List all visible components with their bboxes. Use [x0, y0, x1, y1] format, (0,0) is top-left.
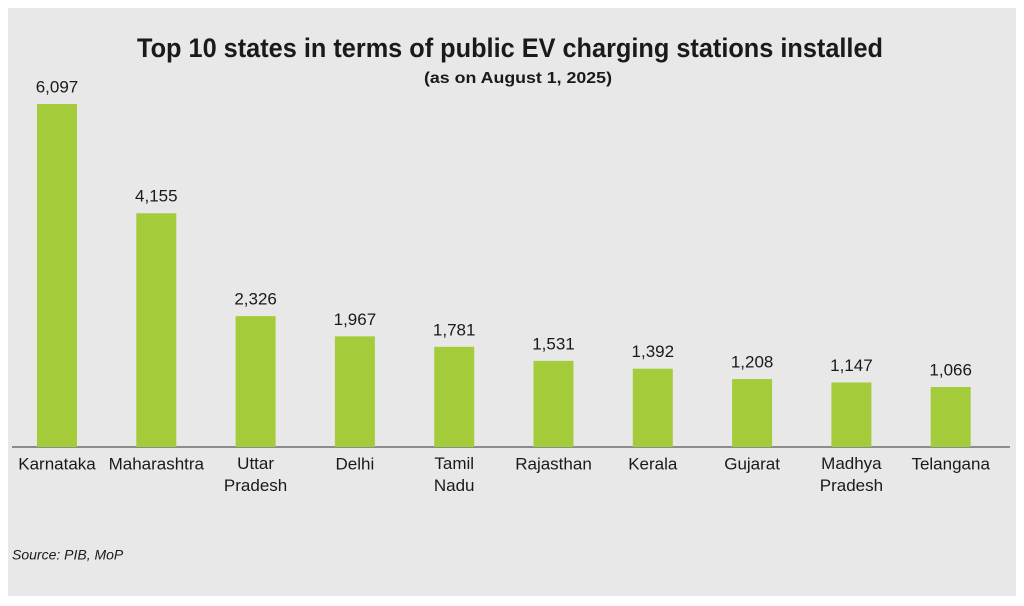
bar: [930, 387, 971, 447]
value-label: 1,392: [632, 342, 675, 361]
bar: [37, 104, 77, 447]
x-tick-label: Delhi: [336, 454, 375, 473]
x-tick-label: Rajasthan: [515, 454, 592, 473]
x-tick-label: Telangana: [911, 454, 990, 473]
x-tick-label: Gujarat: [724, 454, 780, 473]
value-label: 4,155: [135, 187, 178, 206]
bar: [136, 213, 177, 447]
bar: [334, 336, 375, 447]
x-tick-label: Madhya Pradesh: [820, 454, 883, 495]
x-tick-label: Kerala: [628, 454, 678, 473]
value-label: 2,326: [234, 290, 277, 309]
value-label: 1,781: [433, 320, 476, 339]
bar: [632, 368, 673, 447]
value-label: 1,208: [731, 353, 774, 372]
value-label: 1,531: [532, 334, 575, 353]
x-tick-label: Tamil Nadu: [434, 454, 475, 495]
bar: [732, 379, 773, 447]
bar: [235, 316, 276, 447]
chart-title: Top 10 states in terms of public EV char…: [137, 33, 883, 63]
bar: [434, 346, 475, 447]
x-tick-label: Maharashtra: [109, 454, 205, 473]
bar: [533, 360, 574, 447]
x-tick-label: Uttar Pradesh: [224, 454, 287, 495]
value-label: 1,147: [830, 356, 873, 375]
value-label: 1,967: [334, 310, 377, 329]
x-tick-label: Karnataka: [18, 454, 96, 473]
bar: [831, 382, 872, 447]
value-label: 1,066: [929, 361, 972, 380]
source-note: Source: PIB, MoP: [12, 547, 124, 563]
value-label: 6,097: [36, 77, 79, 96]
chart-subtitle: (as on August 1, 2025): [424, 70, 612, 87]
